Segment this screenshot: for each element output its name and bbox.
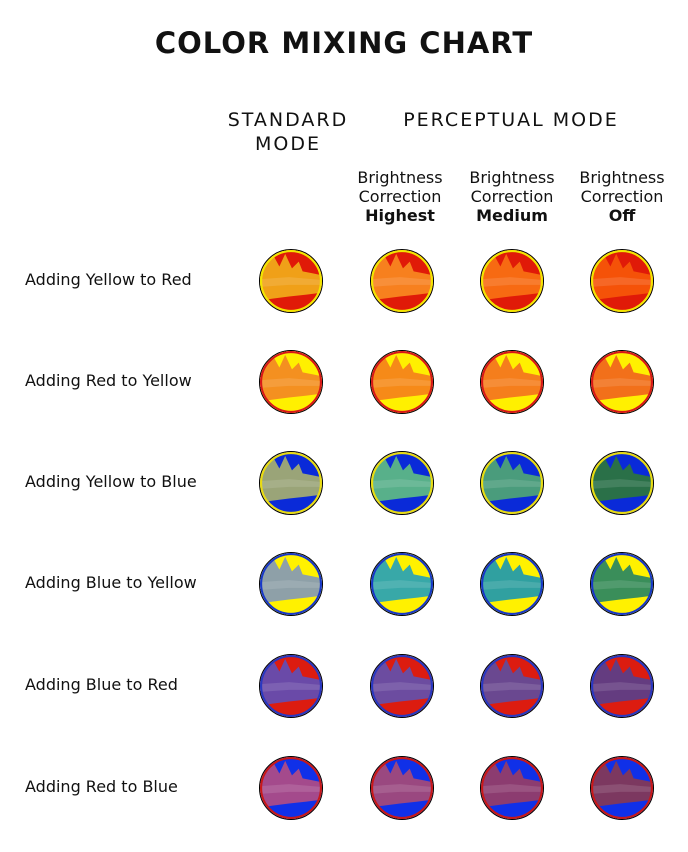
mix-swatch: [480, 654, 544, 718]
column-header-level: Medium: [476, 206, 548, 225]
row-label: Adding Red to Blue: [25, 777, 178, 796]
chart-title: COLOR MIXING CHART: [154, 26, 534, 60]
column-header-highest: Brightness Correction Highest: [345, 168, 455, 225]
mix-swatch: [370, 756, 434, 820]
column-header-off: Brightness Correction Off: [567, 168, 677, 225]
mix-swatch: [370, 249, 434, 313]
row-label: Adding Yellow to Red: [25, 270, 192, 289]
mix-swatch: [590, 756, 654, 820]
mix-swatch: [259, 654, 323, 718]
mix-swatch: [590, 654, 654, 718]
column-header-line1: Brightness: [579, 168, 665, 187]
row-label: Adding Yellow to Blue: [25, 472, 197, 491]
column-header-line2: Correction: [358, 187, 442, 206]
column-header-level: Highest: [365, 206, 435, 225]
row-label: Adding Red to Yellow: [25, 371, 192, 390]
mix-swatch: [480, 249, 544, 313]
perceptual-mode-heading: PERCEPTUAL MODE: [403, 109, 619, 131]
mix-swatch: [590, 249, 654, 313]
standard-mode-heading: STANDARD MODE: [218, 108, 358, 156]
mix-swatch: [259, 756, 323, 820]
row-label: Adding Blue to Red: [25, 675, 178, 694]
mix-swatch: [480, 451, 544, 515]
mix-swatch: [480, 756, 544, 820]
column-header-line2: Correction: [470, 187, 554, 206]
row-label: Adding Blue to Yellow: [25, 573, 197, 592]
mix-swatch: [370, 552, 434, 616]
mix-swatch: [590, 451, 654, 515]
column-header-line1: Brightness: [357, 168, 443, 187]
mix-swatch: [259, 451, 323, 515]
standard-mode-line1: STANDARD: [227, 109, 349, 131]
column-header-level: Off: [608, 206, 636, 225]
standard-mode-line2: MODE: [255, 133, 321, 155]
mix-swatch: [259, 350, 323, 414]
mix-swatch: [370, 350, 434, 414]
mix-swatch: [480, 350, 544, 414]
column-header-line2: Correction: [580, 187, 664, 206]
mix-swatch: [370, 654, 434, 718]
mix-swatch: [259, 552, 323, 616]
mix-swatch: [370, 451, 434, 515]
mix-swatch: [590, 350, 654, 414]
mix-swatch: [480, 552, 544, 616]
mix-swatch: [590, 552, 654, 616]
column-header-medium: Brightness Correction Medium: [457, 168, 567, 225]
mix-swatch: [259, 249, 323, 313]
column-header-line1: Brightness: [469, 168, 555, 187]
